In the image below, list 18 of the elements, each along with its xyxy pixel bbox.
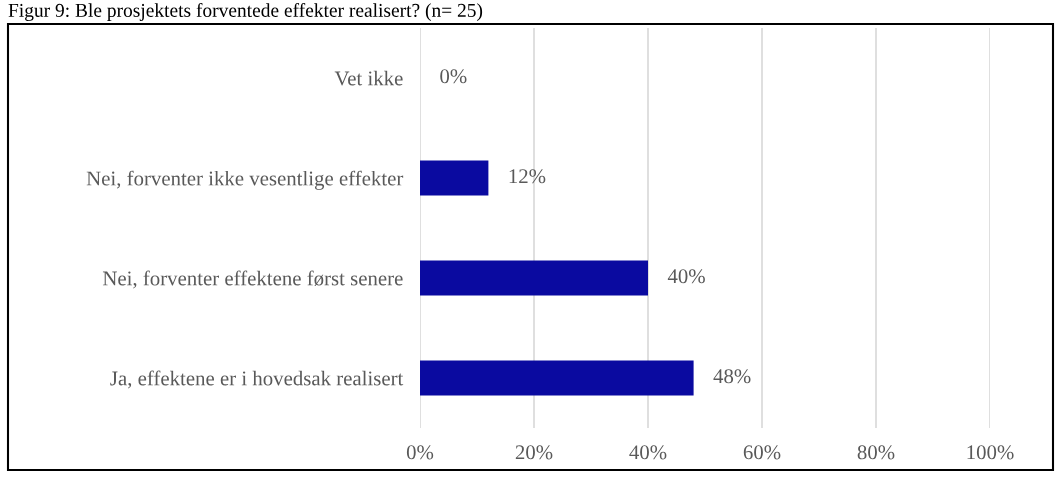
data-label: 48%	[713, 369, 751, 384]
bar	[420, 260, 648, 296]
x-tick-label: 80%	[857, 445, 895, 460]
x-tick-label: 100%	[967, 445, 1014, 460]
bar	[420, 360, 694, 396]
y-tick-label: Vet ikke	[334, 70, 403, 86]
x-tick-label: 60%	[743, 445, 781, 460]
y-tick-label: Ja, effektene er i hovedsak realisert	[110, 370, 404, 389]
bar	[420, 160, 489, 196]
y-tick-label: Nei, forventer effektene først senere	[102, 270, 403, 289]
x-tick-label: 20%	[515, 445, 553, 460]
data-label: 12%	[509, 169, 546, 184]
data-label: 40%	[667, 269, 705, 284]
x-tick-label: 0%	[406, 445, 434, 460]
text: Figur 9: Ble prosjektets forventede effekter realisert? (n= 25)	[8, 3, 483, 21]
data-label: 0%	[440, 69, 467, 84]
y-tick-label: Nei, forventer ikke vesentlige effekter	[86, 170, 404, 190]
x-tick-label: 40%	[629, 445, 667, 460]
